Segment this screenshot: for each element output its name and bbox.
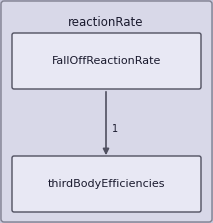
- FancyBboxPatch shape: [12, 33, 201, 89]
- Text: thirdBodyEfficiencies: thirdBodyEfficiencies: [48, 179, 165, 189]
- Text: 1: 1: [112, 124, 118, 134]
- FancyBboxPatch shape: [12, 156, 201, 212]
- Text: reactionRate: reactionRate: [68, 16, 144, 29]
- Text: FallOffReactionRate: FallOffReactionRate: [52, 56, 161, 66]
